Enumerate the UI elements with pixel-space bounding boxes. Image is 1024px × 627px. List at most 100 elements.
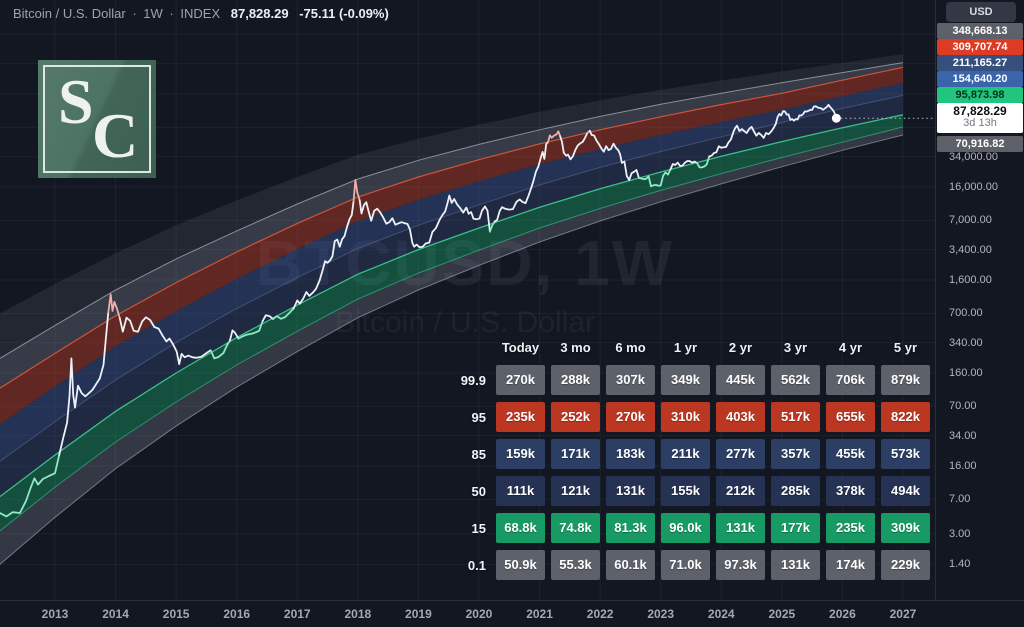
bar-countdown: 3d 13h (963, 117, 997, 130)
forecast-cell: 50.9k (496, 550, 545, 580)
price-tick-label: 16,000.00 (949, 181, 998, 194)
year-label: 2017 (283, 607, 311, 621)
forecast-cell: 309k (881, 513, 930, 543)
price-line-segment (229, 329, 240, 342)
forecast-cell: 211k (661, 439, 710, 469)
price-change: -75.11 (-0.09%) (299, 6, 389, 21)
sc-logo-letter-s: S (58, 66, 94, 137)
table-column-header: 4 yr (838, 340, 863, 355)
price-line-segment (358, 194, 491, 249)
forecast-cell: 212k (716, 476, 765, 506)
forecast-cell: 71.0k (661, 550, 710, 580)
table-column-header: 6 mo (615, 340, 646, 355)
price-level-label: 348,668.13 (937, 23, 1023, 40)
forecast-cell: 235k (496, 402, 545, 432)
forecast-cell: 131k (771, 550, 820, 580)
percentile-row-label: 15 (471, 520, 486, 536)
price-level-label: 70,916.82 (937, 136, 1023, 153)
percentile-row-label: 95 (471, 409, 486, 425)
forecast-cell: 60.1k (606, 550, 655, 580)
year-label: 2013 (41, 607, 69, 621)
price-line-segment (669, 160, 698, 171)
price-chart[interactable]: BTCUSD, 1W Bitcoin / U.S. Dollar Bitcoin… (0, 0, 935, 600)
price-tick-label: 340.00 (949, 336, 983, 349)
forecast-cell: 655k (826, 402, 875, 432)
price-line-segment (352, 178, 361, 203)
price-tick-label: 700.00 (949, 307, 983, 320)
price-chart-canvas[interactable] (0, 0, 935, 600)
year-label: 2023 (647, 607, 675, 621)
table-column-header: 1 yr (673, 340, 698, 355)
year-label: 2022 (586, 607, 614, 621)
forecast-cell: 706k (826, 365, 875, 395)
price-level-label: 211,165.27 (937, 55, 1023, 72)
symbol-exchange: INDEX (180, 6, 221, 21)
sc-logo: S C (38, 60, 156, 178)
price-line-segment (0, 454, 61, 518)
current-price-value: 87,828.29 (953, 104, 1007, 119)
price-line-segment (547, 130, 562, 144)
price-tick-label: 16.00 (949, 460, 977, 473)
price-line-segment (58, 311, 110, 456)
price-line-segment (696, 155, 711, 169)
currency-toggle-button[interactable]: USD (946, 2, 1016, 22)
forecast-cell: 159k (496, 439, 545, 469)
forecast-cell: 74.8k (551, 513, 600, 543)
forecast-cell: 378k (826, 476, 875, 506)
forecast-cell: 822k (881, 402, 930, 432)
forecast-cell: 403k (716, 402, 765, 432)
price-tick-label: 34.00 (949, 429, 977, 442)
year-label: 2020 (465, 607, 493, 621)
forecast-cell: 177k (771, 513, 820, 543)
forecast-cell: 277k (716, 439, 765, 469)
forecast-cell: 252k (551, 402, 600, 432)
forecast-cell: 55.3k (551, 550, 600, 580)
price-line-segment (209, 339, 231, 360)
price-level-label: 309,707.74 (937, 39, 1023, 56)
year-label: 2019 (405, 607, 432, 621)
forecast-cell: 171k (551, 439, 600, 469)
price-tick-label: 7,000.00 (949, 214, 992, 227)
band-edge-p95 (0, 66, 904, 389)
forecast-cell: 307k (606, 365, 655, 395)
table-column-header: 2 yr (728, 340, 753, 355)
forecast-cell: 285k (771, 476, 820, 506)
forecast-cell: 183k (606, 439, 655, 469)
forecast-cell: 235k (826, 513, 875, 543)
price-tick-label: 7.00 (949, 493, 971, 506)
forecast-cell: 174k (826, 550, 875, 580)
band-edge-p50 (0, 94, 904, 462)
price-line-segment (261, 314, 275, 322)
band-edge-p15 (0, 114, 904, 498)
table-column-header: 5 yr (893, 340, 918, 355)
last-price-dot (831, 113, 841, 123)
forecast-cell: 517k (771, 402, 820, 432)
band-edge-p001 (0, 126, 904, 532)
year-label: 2015 (162, 607, 190, 621)
percentile-row-label: 85 (471, 446, 486, 462)
forecast-cell: 573k (881, 439, 930, 469)
year-label: 2025 (768, 607, 796, 621)
price-line-segment (493, 141, 549, 223)
year-label: 2018 (344, 607, 372, 621)
forecast-cell: 131k (716, 513, 765, 543)
sc-logo-letter-c: C (92, 100, 139, 171)
price-scale[interactable]: USD 34,000.00 16,000.00 7,000.00 3,400.00 1,… (935, 0, 1024, 600)
price-line-segment (638, 168, 672, 188)
price-level-label: 154,640.20 (937, 71, 1023, 88)
year-label: 2021 (526, 607, 553, 621)
forecast-cell: 121k (551, 476, 600, 506)
price-line-segment (292, 200, 355, 310)
time-axis[interactable]: 2013 2014 2015 2016 2017 2018 2019 2020 2021 2022… (0, 600, 1024, 627)
forecast-cell: 68.8k (496, 513, 545, 543)
year-label: 2027 (889, 607, 917, 621)
forecast-cell: 455k (826, 439, 875, 469)
symbol-legend[interactable]: Bitcoin / U.S. Dollar · 1W · INDEX 87,82… (13, 6, 389, 21)
forecast-table: Today 3 mo 6 mo 1 yr 2 yr 3 yr 4 yr 5 yr 99.9 270… (444, 338, 930, 580)
table-column-header: 3 yr (783, 340, 808, 355)
price-line-segment (107, 293, 121, 320)
table-column-header: Today (501, 340, 540, 355)
table-column-header: 3 mo (560, 340, 591, 355)
percentile-row-label: 99.9 (460, 372, 486, 388)
